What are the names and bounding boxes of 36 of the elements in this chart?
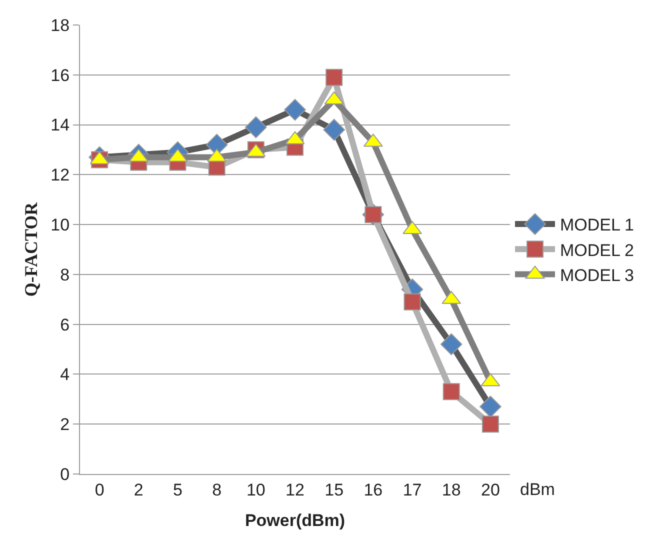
x-tick-label: 12: [286, 480, 304, 500]
x-tick-label: 18: [442, 480, 461, 500]
x-tick-label: 5: [172, 480, 182, 500]
y-tick-label: 6: [60, 315, 70, 334]
y-tick-label: 10: [50, 216, 70, 235]
y-tick-label: 12: [50, 166, 70, 185]
point: [284, 98, 306, 121]
text: dBm: [520, 480, 555, 499]
point: [245, 116, 267, 138]
y-tick-label: 4: [60, 365, 70, 384]
legend-label: MODEL 3: [560, 266, 634, 285]
x-tick-label: 15: [324, 480, 344, 500]
y-tick-label: 0: [60, 464, 70, 484]
y-tick-label: 16: [50, 66, 70, 85]
legend-label: MODEL 1: [560, 216, 634, 235]
x-tick-label: 17: [402, 480, 422, 500]
point: [323, 118, 345, 141]
x-tick-label: 20: [480, 480, 500, 500]
y-tick-label: 14: [50, 116, 70, 135]
y-tick-label: 18: [50, 16, 70, 35]
x-tick-label: 16: [364, 480, 383, 500]
point: [440, 333, 462, 356]
legend-label: MODEL 2: [560, 240, 634, 260]
point: [480, 396, 502, 418]
point: [442, 383, 460, 400]
point: [326, 68, 343, 86]
point: [482, 416, 499, 433]
y-tick-label: 8: [60, 265, 70, 284]
x-tick-label: 0: [94, 480, 104, 500]
x-tick-label: 10: [246, 480, 266, 500]
y-axis-title: Q-FACTOR: [20, 201, 41, 297]
x-tick-label: 8: [212, 480, 222, 500]
y-tick-label: 2: [60, 415, 70, 434]
x-axis-title: Power(dBm): [244, 510, 346, 530]
point: [404, 293, 421, 310]
x-tick-label: 2: [134, 480, 144, 500]
